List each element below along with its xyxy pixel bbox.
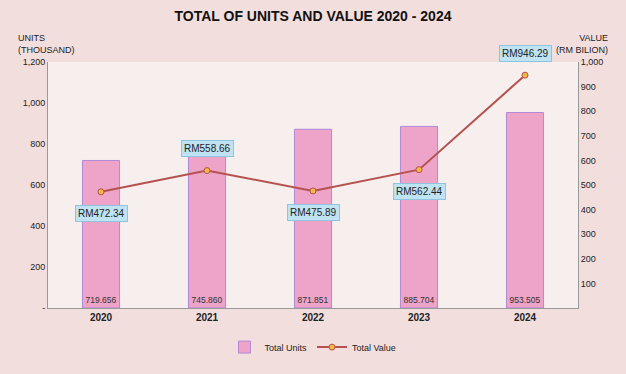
svg-text:2024: 2024 [514,312,537,323]
svg-text:600: 600 [581,156,596,166]
svg-text:RM562.44: RM562.44 [396,186,443,197]
svg-text:600: 600 [30,180,45,190]
svg-text:RM946.29: RM946.29 [502,48,549,59]
svg-text:200: 200 [581,254,596,264]
svg-text:RM472.34: RM472.34 [78,208,125,219]
svg-text:2022: 2022 [302,312,325,323]
svg-text:300: 300 [581,229,596,239]
svg-text:200: 200 [30,262,45,272]
svg-text:400: 400 [581,205,596,215]
svg-text:100: 100 [581,279,596,289]
svg-text:885.704: 885.704 [403,295,434,305]
svg-text:800: 800 [30,139,45,149]
svg-text:2023: 2023 [408,312,431,323]
svg-text:745.860: 745.860 [191,295,222,305]
svg-text:RM558.66: RM558.66 [184,143,231,154]
svg-text:719.656: 719.656 [85,295,116,305]
svg-text:UNITS(THOUSAND): UNITS(THOUSAND) [18,33,75,55]
svg-text:500: 500 [581,180,596,190]
svg-text:2021: 2021 [196,312,219,323]
svg-text:700: 700 [581,131,596,141]
svg-text:871.851: 871.851 [297,295,328,305]
svg-text:953.505: 953.505 [509,295,540,305]
svg-text:900: 900 [581,82,596,92]
svg-text:Total Units: Total Units [265,343,308,353]
svg-text:1,200: 1,200 [23,57,46,67]
svg-text:400: 400 [30,221,45,231]
svg-text:RM475.89: RM475.89 [290,207,337,218]
svg-text:2020: 2020 [90,312,113,323]
svg-text:Total Value: Total Value [352,343,396,353]
svg-text:1,000: 1,000 [581,57,604,67]
svg-text:800: 800 [581,106,596,116]
svg-text:TOTAL OF UNITS AND VALUE 2020: TOTAL OF UNITS AND VALUE 2020 - 2024 [175,8,452,24]
svg-text:-: - [42,303,45,313]
svg-text:VALUE(RM BILION): VALUE(RM BILION) [556,33,608,55]
svg-text:1,000: 1,000 [23,98,46,108]
